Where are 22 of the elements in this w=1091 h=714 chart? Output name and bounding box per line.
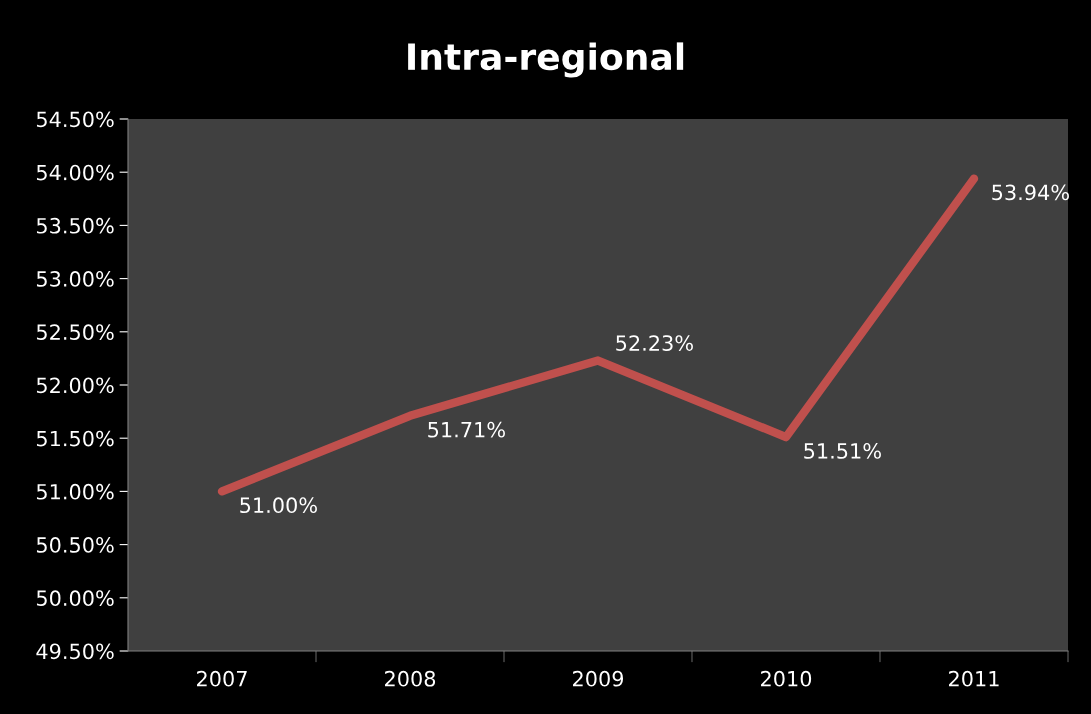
y-tick-label: 52.50%: [36, 324, 114, 341]
y-tick-label: 54.50%: [36, 111, 114, 128]
y-tick-label: 52.00%: [36, 377, 114, 394]
x-tick-label: 2007: [197, 670, 247, 687]
y-tick-label: 51.00%: [36, 483, 114, 500]
x-tick-label: 2011: [949, 670, 999, 687]
x-tick-label: 2010: [761, 670, 812, 687]
data-label: 51.00%: [240, 497, 317, 514]
data-label: 52.23%: [616, 335, 693, 351]
y-tick-label: 53.00%: [36, 271, 114, 287]
y-tick-label: 53.50%: [36, 217, 114, 234]
y-tick-label: 49.50%: [36, 643, 114, 660]
data-label: 51.51%: [804, 443, 881, 459]
x-tick-label: 2009: [573, 670, 624, 687]
data-label: 51.71%: [428, 421, 505, 438]
chart-title: Intra-regional: [408, 42, 684, 78]
y-tick-label: 54.00%: [36, 164, 114, 181]
x-tick-label: 2008: [385, 670, 436, 687]
y-tick-label: 50.50%: [36, 537, 114, 553]
y-tick-label: 50.00%: [36, 590, 114, 607]
y-tick-label: 51.50%: [36, 430, 114, 447]
data-label: 53.94%: [992, 184, 1069, 201]
